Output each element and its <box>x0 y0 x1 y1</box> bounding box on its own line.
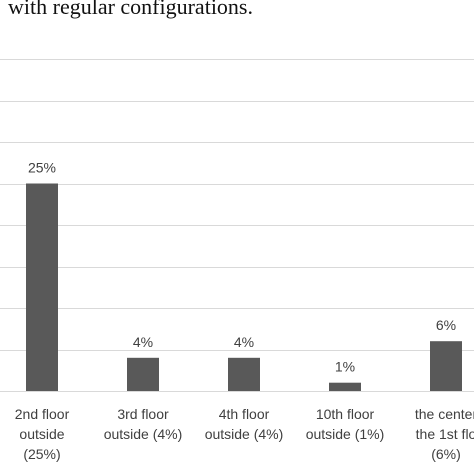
gridlines <box>0 59 474 351</box>
x-tick-label-line: outside (4%) <box>204 426 284 442</box>
x-tick-label: 10th floor outside (1%) <box>293 404 397 444</box>
x-tick-label-line: 10th floor <box>315 406 375 422</box>
bar <box>127 357 159 391</box>
x-tick-label: the center the 1st flo (6%) <box>394 404 474 464</box>
bar <box>329 382 361 391</box>
x-tick-label-line: (25%) <box>23 446 61 462</box>
bar <box>430 341 462 391</box>
x-tick-label: 4th floor outside (4%) <box>192 404 296 444</box>
x-tick-label-line: 3rd floor <box>117 406 169 422</box>
x-tick-label: 3rd floor outside (4%) <box>91 404 195 444</box>
x-tick-label-line: (6%) <box>431 446 461 462</box>
data-label: 1% <box>335 359 355 375</box>
x-tick-label-line: the center <box>414 406 474 422</box>
x-tick-label-line: the 1st flo <box>415 426 474 442</box>
bar <box>228 357 260 391</box>
data-label: 25% <box>28 160 56 176</box>
bars <box>26 183 462 391</box>
data-label: 6% <box>436 317 456 333</box>
x-tick-label: 2nd floor outside (25%) <box>0 404 94 464</box>
x-tick-label-line: 4th floor <box>218 406 270 422</box>
x-tick-label-line: 2nd floor <box>14 406 70 422</box>
value-labels: 25% 4% 4% 1% 6% <box>28 160 456 375</box>
x-tick-label-line: outside <box>19 426 65 442</box>
figure-caption: with regular configurations. <box>8 0 253 19</box>
data-label: 4% <box>133 334 153 350</box>
x-tick-label-line: outside (4%) <box>103 426 183 442</box>
bar <box>26 183 58 391</box>
x-tick-label-line: outside (1%) <box>305 426 385 442</box>
data-label: 4% <box>234 334 254 350</box>
